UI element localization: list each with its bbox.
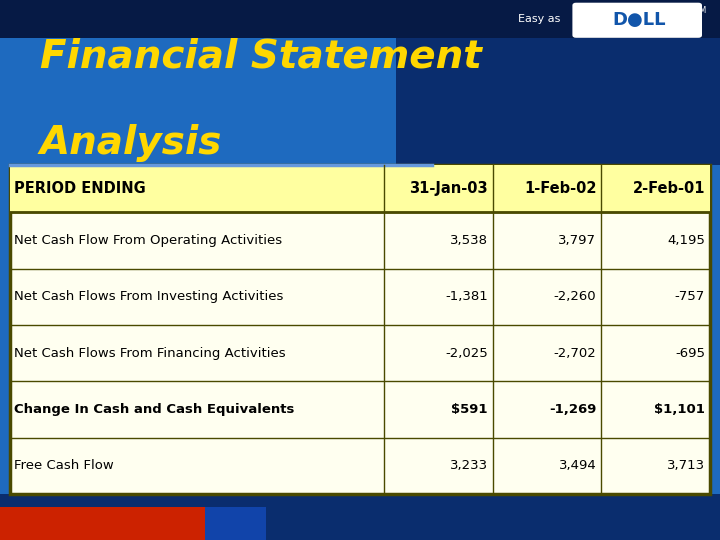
Text: $591: $591 [451,403,488,416]
Text: 3,494: 3,494 [559,460,596,472]
Text: Analysis: Analysis [40,124,222,162]
Text: -2,260: -2,260 [554,291,596,303]
Text: -2,025: -2,025 [445,347,488,360]
Text: 2-Feb-01: 2-Feb-01 [632,181,705,196]
Text: 1-Feb-02: 1-Feb-02 [524,181,596,196]
FancyBboxPatch shape [572,3,702,38]
Text: $1,101: $1,101 [654,403,705,416]
Text: 31-Jan-03: 31-Jan-03 [409,181,488,196]
Text: Net Cash Flow From Operating Activities: Net Cash Flow From Operating Activities [14,234,282,247]
Text: Net Cash Flows From Financing Activities: Net Cash Flows From Financing Activities [14,347,286,360]
Text: D●LL: D●LL [613,11,666,29]
Text: -757: -757 [675,291,705,303]
Text: -1,269: -1,269 [549,403,596,416]
Text: 3,713: 3,713 [667,460,705,472]
Text: 3,797: 3,797 [559,234,596,247]
Text: -695: -695 [675,347,705,360]
Text: Change In Cash and Cash Equivalents: Change In Cash and Cash Equivalents [14,403,294,416]
FancyBboxPatch shape [396,0,720,165]
FancyBboxPatch shape [0,494,720,540]
Text: 4,195: 4,195 [667,234,705,247]
Text: 3,233: 3,233 [450,460,488,472]
Text: Free Cash Flow: Free Cash Flow [14,460,114,472]
Text: Easy as: Easy as [518,14,561,24]
FancyBboxPatch shape [205,507,266,540]
Text: -2,702: -2,702 [554,347,596,360]
Text: Net Cash Flows From Investing Activities: Net Cash Flows From Investing Activities [14,291,284,303]
FancyBboxPatch shape [0,507,205,540]
Text: Financial Statement: Financial Statement [40,38,482,76]
FancyBboxPatch shape [10,165,710,494]
Text: -1,381: -1,381 [445,291,488,303]
FancyBboxPatch shape [10,165,710,212]
Text: PERIOD ENDING: PERIOD ENDING [14,181,146,196]
FancyBboxPatch shape [0,0,720,38]
Text: 3,538: 3,538 [450,234,488,247]
Text: TM: TM [696,6,708,15]
